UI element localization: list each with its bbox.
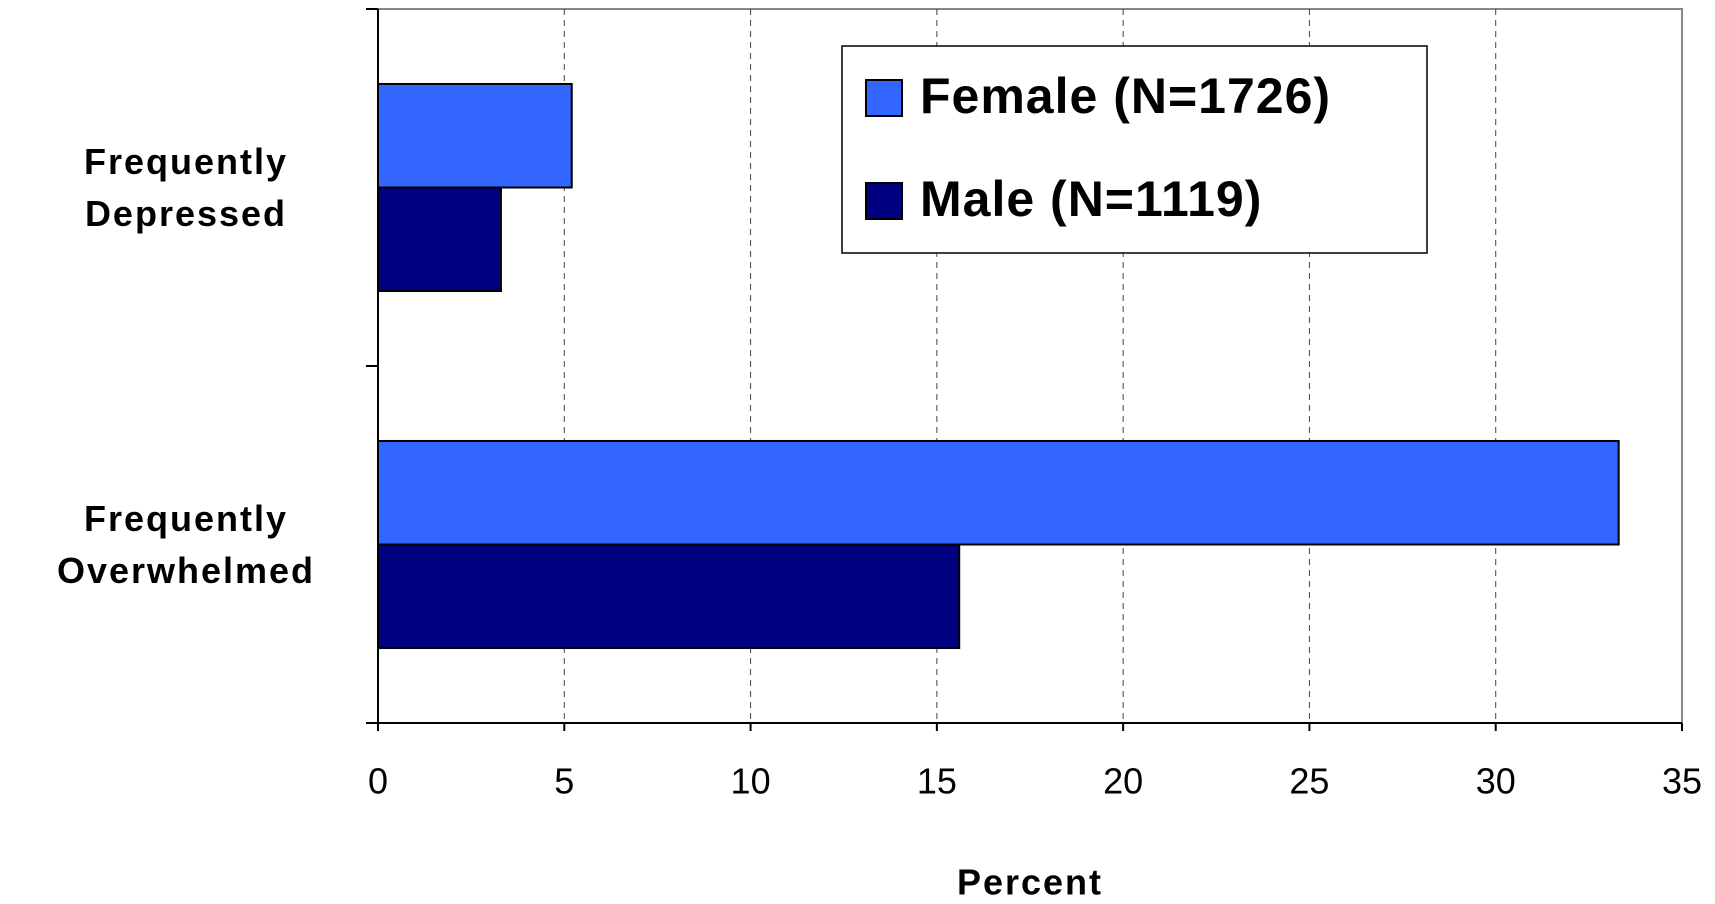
legend-label: Female (N=1726) bbox=[920, 68, 1331, 124]
x-tick-label: 25 bbox=[1289, 761, 1329, 802]
y-tick-label: Frequently Overwhelmed bbox=[56, 497, 316, 591]
legend-box bbox=[841, 45, 1428, 254]
legend-label: Male (N=1119) bbox=[920, 171, 1262, 227]
x-tick-label: 5 bbox=[554, 761, 574, 802]
x-tick-label: 15 bbox=[917, 761, 957, 802]
x-tick-label: 0 bbox=[368, 761, 388, 802]
legend-swatch bbox=[865, 182, 903, 220]
bar bbox=[377, 186, 502, 293]
bar bbox=[377, 543, 961, 650]
bar bbox=[377, 82, 573, 189]
legend-swatch bbox=[865, 79, 903, 117]
x-tick-label: 35 bbox=[1662, 761, 1702, 802]
bar bbox=[377, 439, 1620, 546]
y-tick-label: Frequently Depressed bbox=[83, 140, 289, 234]
x-tick-label: 20 bbox=[1103, 761, 1143, 802]
x-tick-label: 10 bbox=[731, 761, 771, 802]
x-axis-label: Percent bbox=[957, 862, 1103, 903]
x-tick-label: 30 bbox=[1476, 761, 1516, 802]
